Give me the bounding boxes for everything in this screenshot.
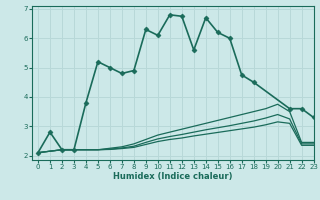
X-axis label: Humidex (Indice chaleur): Humidex (Indice chaleur): [113, 172, 233, 181]
